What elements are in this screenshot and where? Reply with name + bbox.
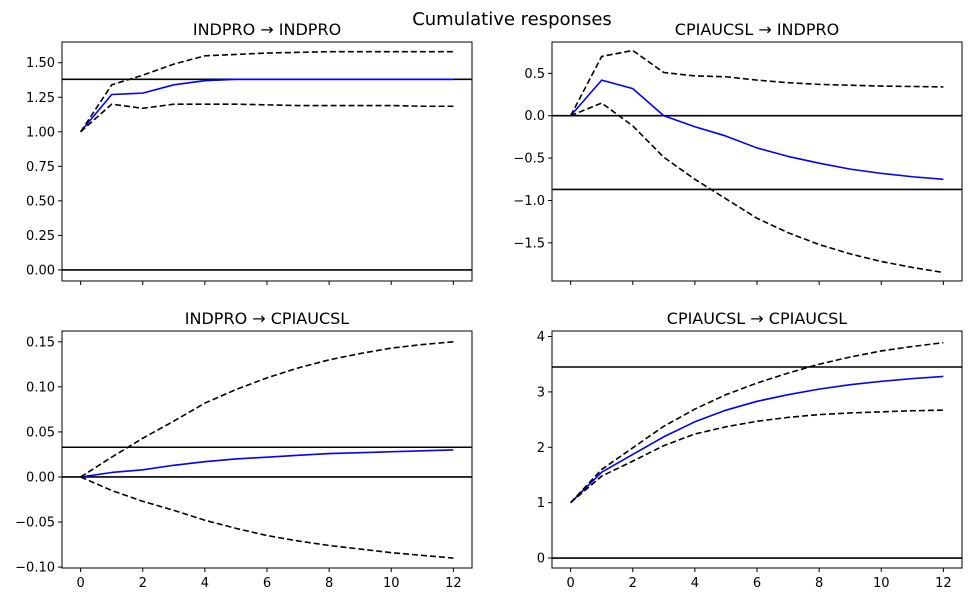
axes-frame <box>551 41 963 282</box>
subplot-title: INDPRO → INDPRO <box>193 20 341 39</box>
y-tick-label: 3 <box>537 385 545 400</box>
series-lower-band <box>570 409 944 504</box>
x-tick-label: 4 <box>691 576 699 591</box>
plot-area <box>552 49 962 274</box>
x-tick-label: 12 <box>445 576 462 591</box>
x-tick-label: 2 <box>139 576 147 591</box>
y-tick-label: 1.00 <box>26 125 55 140</box>
x-tick-label: 2 <box>629 576 637 591</box>
plot-area <box>62 50 472 271</box>
subplot-title: CPIAUCSL → CPIAUCSL <box>667 309 848 328</box>
series-upper-band <box>569 49 944 117</box>
subplot-title: CPIAUCSL → INDPRO <box>675 20 839 39</box>
series-upper-band <box>80 341 454 478</box>
y-tick-label: 1.50 <box>26 56 55 71</box>
y-tick-label: 0.0 <box>524 109 545 124</box>
series-upper-band <box>570 341 944 504</box>
subplot-3: INDPRO → CPIAUCSL −0.10 −0.05 0.00 0.05 0.10 0… <box>15 309 473 591</box>
plot-area <box>552 341 962 559</box>
axes-frame <box>61 41 473 282</box>
x-tick-label: 6 <box>263 576 271 591</box>
x-tick-label: 12 <box>935 576 952 591</box>
x-tick-label: 4 <box>201 576 209 591</box>
y-tick-label: 1 <box>537 496 545 511</box>
y-tick-label: 2 <box>537 441 545 456</box>
series-response <box>570 375 944 504</box>
y-tick-label: 0.50 <box>26 194 55 209</box>
x-tick-label: 8 <box>815 576 823 591</box>
subplot-1: INDPRO → INDPRO 0.00 0.25 0.50 0.75 1.00 1.25 1… <box>26 20 473 285</box>
y-tick-label: −0.05 <box>15 516 55 531</box>
y-tick-label: 0.00 <box>26 263 55 278</box>
y-tick-label: 1.25 <box>26 91 55 106</box>
series-lower-band <box>570 102 944 274</box>
figure-suptitle: Cumulative responses <box>412 9 612 30</box>
x-tick-label: 10 <box>873 576 890 591</box>
y-tick-label: −1.0 <box>513 194 545 209</box>
series-response <box>570 79 944 181</box>
y-tick-label: −0.10 <box>15 561 55 576</box>
x-tick-label: 6 <box>753 576 761 591</box>
x-tick-label: 10 <box>383 576 400 591</box>
y-tick-label: −1.5 <box>513 236 545 251</box>
plot-area <box>62 341 472 559</box>
y-tick-label: 0.00 <box>26 470 55 485</box>
y-tick-label: 0.05 <box>26 425 55 440</box>
y-tick-label: 0.25 <box>26 229 55 244</box>
y-tick-label: 0.10 <box>26 380 55 395</box>
y-tick-label: 0.5 <box>524 67 545 82</box>
x-tick-label: 0 <box>76 576 84 591</box>
y-tick-label: 0.15 <box>26 335 55 350</box>
x-tick-label: 0 <box>566 576 574 591</box>
y-tick-label: 0.75 <box>26 160 55 175</box>
y-tick-label: 0 <box>537 552 545 567</box>
subplot-title: INDPRO → CPIAUCSL <box>185 309 349 328</box>
series-response <box>80 78 454 133</box>
series-response <box>80 449 454 478</box>
series-lower-band <box>80 476 454 559</box>
series-lower-band <box>80 103 454 133</box>
subplot-2: CPIAUCSL → INDPRO −1.5 −1.0 −0.5 0.0 0.5 <box>513 20 963 285</box>
subplot-grid: INDPRO → INDPRO0.000.250.500.751.001.251… <box>15 20 963 591</box>
y-tick-label: −0.5 <box>513 152 545 167</box>
y-tick-label: 4 <box>537 330 545 345</box>
x-tick-label: 8 <box>325 576 333 591</box>
series-upper-band <box>79 50 454 133</box>
